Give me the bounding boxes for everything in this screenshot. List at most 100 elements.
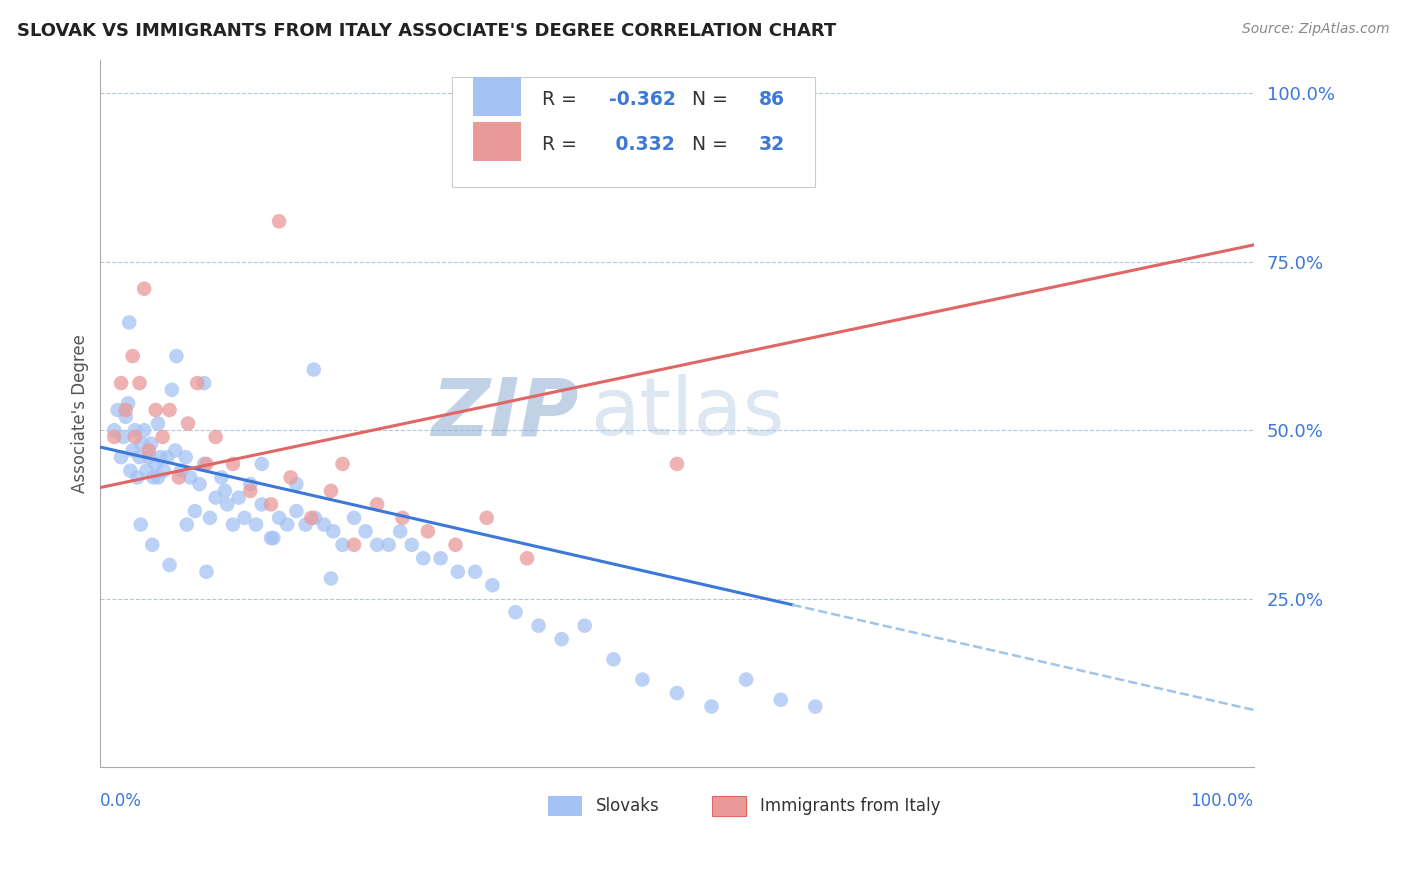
Text: Slovaks: Slovaks [596, 797, 659, 815]
Point [141, 538, 163, 552]
Point [159, 558, 181, 572]
FancyBboxPatch shape [548, 797, 582, 816]
Point [332, 538, 354, 552]
Point [239, 483, 262, 498]
Point [319, 483, 342, 498]
FancyBboxPatch shape [453, 78, 815, 187]
Point [114, 409, 136, 424]
Point [146, 417, 169, 431]
Point [160, 383, 183, 397]
Point [134, 423, 156, 437]
Text: N =: N = [692, 135, 734, 154]
FancyBboxPatch shape [472, 122, 522, 161]
Point [159, 403, 181, 417]
Point [193, 376, 215, 390]
Point [574, 618, 596, 632]
Point [769, 693, 792, 707]
Text: Source: ZipAtlas.com: Source: ZipAtlas.com [1241, 22, 1389, 37]
Point [444, 538, 467, 552]
Point [602, 652, 624, 666]
Point [631, 673, 654, 687]
Y-axis label: Associate's Degree: Associate's Degree [72, 334, 89, 492]
Point [228, 491, 250, 505]
Point [389, 524, 412, 539]
Point [118, 315, 141, 329]
Text: atlas: atlas [591, 375, 785, 452]
Point [170, 464, 193, 478]
Point [354, 524, 377, 539]
Point [198, 511, 221, 525]
Point [304, 511, 326, 525]
Point [188, 477, 211, 491]
Point [176, 517, 198, 532]
Point [186, 376, 208, 390]
Point [269, 214, 291, 228]
Point [412, 551, 434, 566]
Text: R =: R = [543, 90, 583, 110]
Point [193, 457, 215, 471]
Point [377, 538, 399, 552]
Point [299, 511, 322, 525]
Point [121, 443, 143, 458]
Point [475, 511, 498, 525]
Point [505, 605, 527, 619]
Point [177, 417, 200, 431]
Point [127, 470, 149, 484]
Point [165, 443, 187, 458]
Point [280, 470, 302, 484]
Point [401, 538, 423, 552]
Point [245, 517, 267, 532]
Point [138, 450, 160, 465]
Text: -0.362: -0.362 [609, 90, 676, 110]
Point [156, 450, 179, 465]
Point [195, 457, 218, 471]
Point [391, 511, 413, 525]
Point [416, 524, 439, 539]
Point [114, 403, 136, 417]
Point [110, 376, 132, 390]
Point [464, 565, 486, 579]
Point [343, 511, 366, 525]
Point [110, 450, 132, 465]
Point [269, 511, 291, 525]
Point [366, 538, 388, 552]
Point [322, 524, 344, 539]
Point [124, 423, 146, 437]
Point [214, 483, 236, 498]
Point [516, 551, 538, 566]
Point [120, 464, 142, 478]
Text: N =: N = [692, 90, 734, 110]
Point [142, 470, 165, 484]
Point [179, 470, 201, 484]
Point [103, 430, 125, 444]
Point [107, 403, 129, 417]
Text: 100.0%: 100.0% [1191, 792, 1254, 810]
Point [174, 450, 197, 465]
Point [131, 436, 153, 450]
Point [139, 436, 162, 450]
Point [124, 430, 146, 444]
Point [112, 430, 135, 444]
Point [146, 470, 169, 484]
Point [217, 497, 239, 511]
Point [527, 618, 550, 632]
Point [312, 517, 335, 532]
Point [134, 282, 156, 296]
Point [285, 477, 308, 491]
Point [195, 565, 218, 579]
Point [366, 497, 388, 511]
Point [222, 457, 245, 471]
Point [665, 686, 688, 700]
Point [135, 464, 157, 478]
Point [481, 578, 503, 592]
Point [262, 531, 284, 545]
Point [204, 491, 226, 505]
Point [700, 699, 723, 714]
Point [167, 470, 190, 484]
Point [332, 457, 354, 471]
Text: R =: R = [543, 135, 583, 154]
Point [735, 673, 758, 687]
Text: 32: 32 [759, 135, 785, 154]
Point [260, 497, 283, 511]
Point [103, 423, 125, 437]
